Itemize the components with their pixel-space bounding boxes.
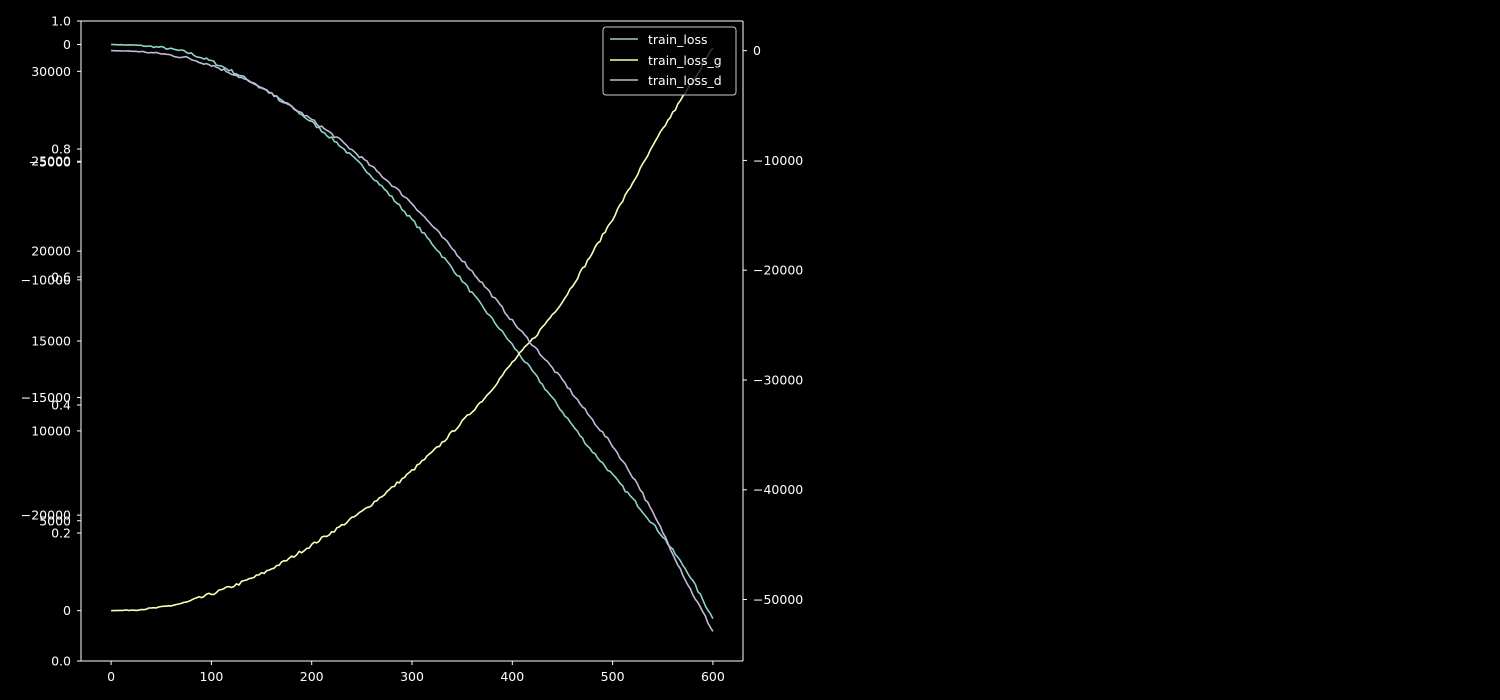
y-tick-label-loss_d_axis: −10000 (753, 153, 803, 168)
legend: train_loss train_loss_g train_loss_d (602, 26, 737, 96)
y-tick-label-loss_g_axis: 10000 (31, 423, 71, 438)
x-tick-label: 200 (300, 669, 324, 684)
y-tick-label-loss_axis: −15000 (21, 390, 71, 405)
y-tick-label-loss_g_axis: 15000 (31, 334, 71, 349)
y-tick-label-loss_g_axis: 5000 (39, 513, 71, 528)
series-layer (111, 43, 714, 632)
x-tick-label: 600 (701, 669, 725, 684)
y-tick-label-loss_g_axis: 25000 (31, 154, 71, 169)
x-tick-label: 400 (500, 669, 524, 684)
y-tick-label-loss_axis: 0 (63, 37, 71, 52)
y-tick-label-base: 0.0 (51, 654, 71, 669)
y-tick-label-loss_axis: −20000 (21, 508, 71, 523)
x-tick-label: 500 (601, 669, 625, 684)
y-tick-label-loss_d_axis: −40000 (753, 482, 803, 497)
x-tick-label: 100 (199, 669, 223, 684)
y-tick-label-loss_d_axis: −30000 (753, 372, 803, 387)
y-tick-label-loss_axis: −10000 (21, 272, 71, 287)
series-line-train-loss (111, 43, 714, 619)
legend-box (602, 26, 737, 96)
x-tick-label: 300 (400, 669, 424, 684)
y-tick-label-loss_axis: −5000 (29, 155, 71, 170)
y-tick-label-base: 1.0 (51, 14, 71, 29)
y-tick-label-base: 0.8 (51, 142, 71, 157)
y-tick-label-loss_g_axis: 0 (63, 603, 71, 618)
x-tick-label: 0 (107, 669, 115, 684)
axes-layer: 0 100 200 300 400 500 600 0.0 0.2 0.4 0.6 0.8 1.0 0 50… (21, 14, 804, 685)
series-line-train-loss-g (111, 47, 714, 612)
legend-label-train-loss-d: train_loss_d (648, 73, 722, 88)
y-tick-label-base: 0.2 (51, 526, 71, 541)
series-line-train-loss-d (111, 49, 714, 632)
y-tick-label-loss_d_axis: −50000 (753, 592, 803, 607)
y-tick-label-base: 0.6 (51, 270, 71, 285)
y-tick-label-loss_g_axis: 20000 (31, 244, 71, 259)
y-tick-label-loss_g_axis: 30000 (31, 64, 71, 79)
legend-label-train-loss: train_loss (648, 32, 708, 47)
y-tick-label-loss_d_axis: 0 (753, 43, 761, 58)
y-tick-label-loss_d_axis: −20000 (753, 263, 803, 278)
y-tick-label-base: 0.4 (51, 398, 71, 413)
legend-label-train-loss-g: train_loss_g (648, 53, 722, 68)
